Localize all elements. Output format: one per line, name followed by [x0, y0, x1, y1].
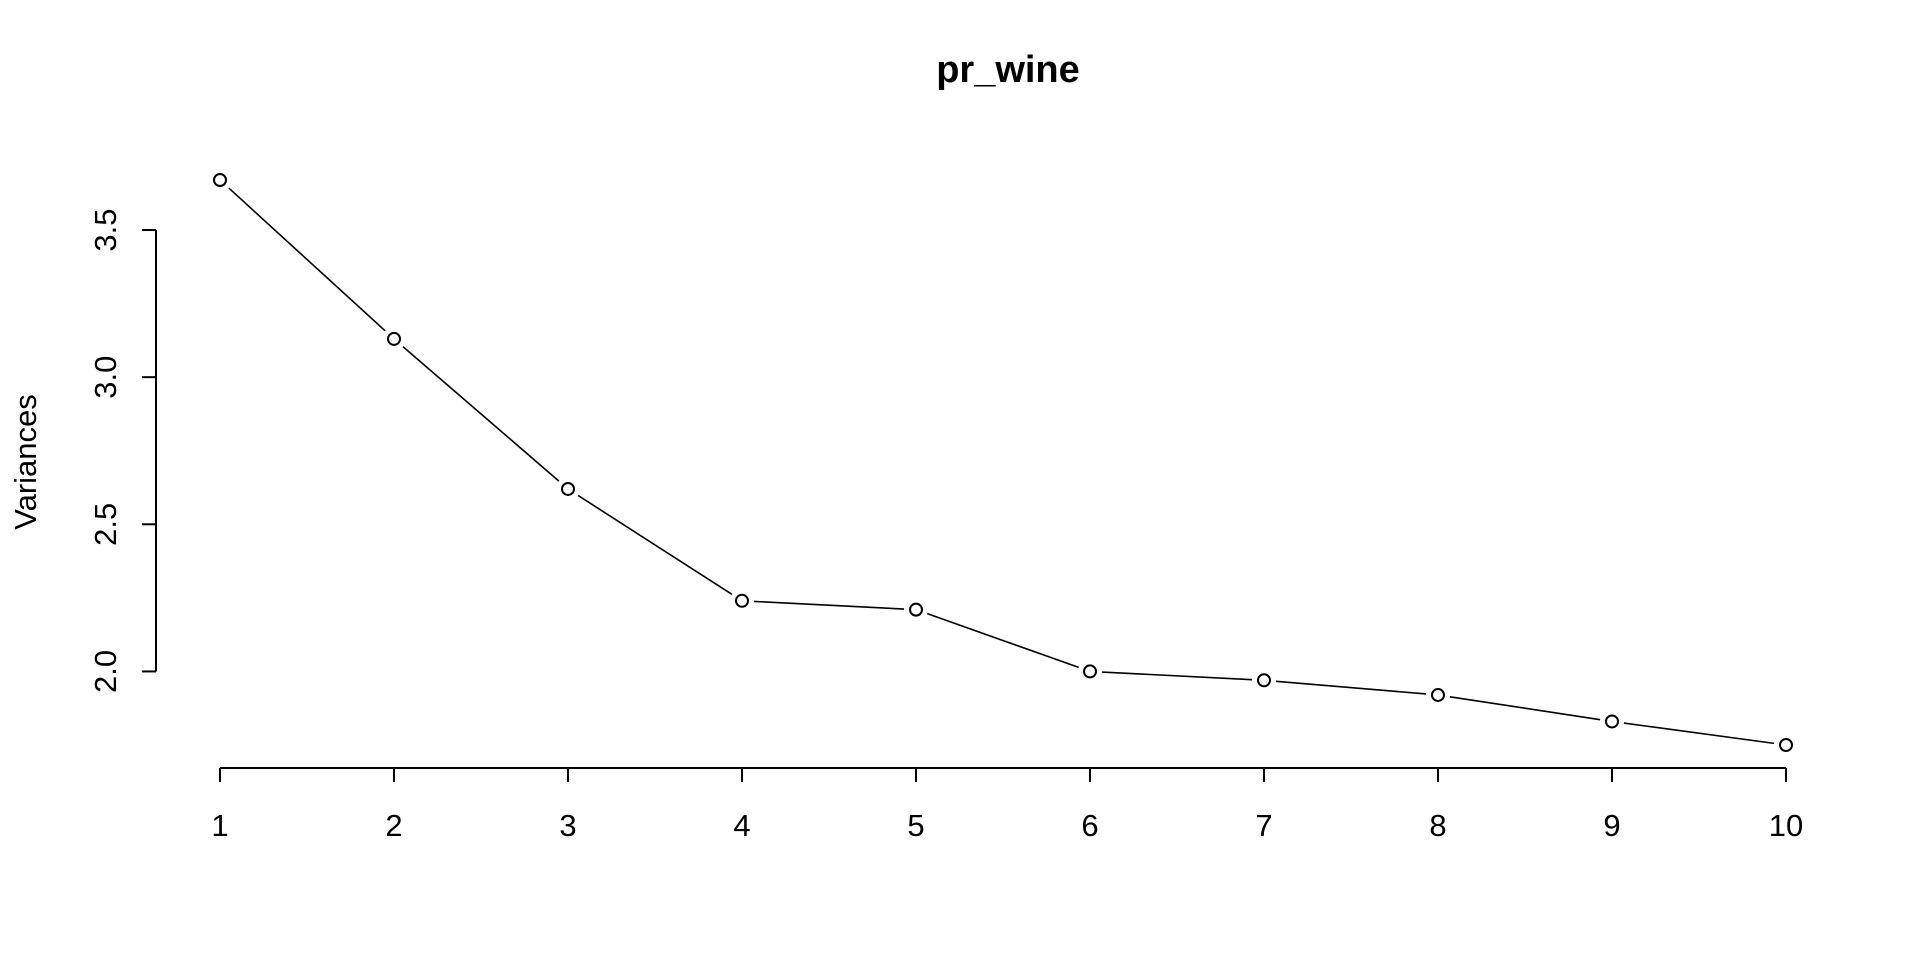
series-segment	[1101, 671, 1253, 681]
x-tick-label: 1	[211, 808, 228, 843]
chart-title: pr_wine	[936, 49, 1080, 91]
series-segment	[402, 346, 560, 482]
data-point	[1083, 664, 1097, 679]
y-tick-label: 3.0	[88, 356, 123, 399]
x-tick-label: 10	[1769, 808, 1803, 843]
series-segment	[753, 600, 905, 610]
y-tick-label: 2.0	[88, 650, 123, 693]
data-point	[561, 481, 575, 496]
x-tick-label: 7	[1255, 808, 1272, 843]
series-segment	[1275, 680, 1427, 695]
data-point	[909, 602, 923, 617]
data-point	[1605, 714, 1619, 729]
series-segment	[577, 494, 733, 595]
series-segment	[1449, 695, 1601, 721]
x-tick-label: 8	[1429, 808, 1446, 843]
data-point	[387, 331, 401, 346]
variance-series	[213, 173, 1793, 752]
series-segment	[927, 612, 1079, 669]
x-axis: 1 2 3 4 5 6 7 8 9 10	[211, 767, 1803, 843]
x-tick-label: 2	[385, 808, 402, 843]
data-point	[1431, 687, 1445, 702]
x-tick-label: 9	[1603, 808, 1620, 843]
y-axis-label: Variances	[8, 394, 43, 530]
y-tick-label: 3.5	[88, 208, 123, 251]
data-point	[213, 173, 227, 187]
x-tick-label: 5	[907, 808, 924, 843]
y-axis: 2.0 2.5 3.0 3.5	[88, 208, 157, 693]
data-point	[735, 593, 749, 608]
x-tick-label: 4	[733, 808, 750, 843]
series-segment	[1623, 722, 1775, 745]
data-point	[1257, 673, 1271, 688]
series-segment	[228, 187, 386, 332]
x-tick-label: 6	[1081, 808, 1098, 843]
x-tick-label: 3	[559, 808, 576, 843]
y-tick-label: 2.5	[88, 503, 123, 546]
data-point	[1779, 738, 1793, 752]
